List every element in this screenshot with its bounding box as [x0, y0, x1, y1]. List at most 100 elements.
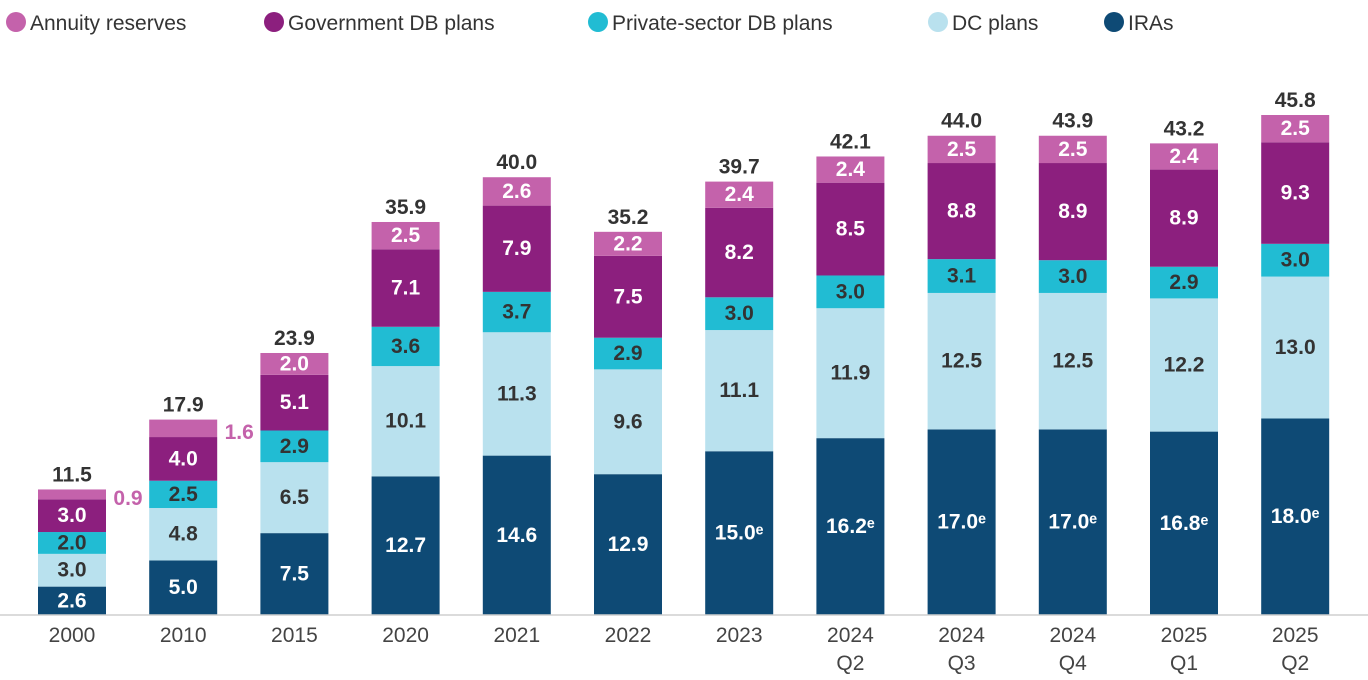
bar-segment-government-db-plans-2024-q2: [816, 182, 885, 276]
data-label-annuity-reserves-2015: 2.0: [280, 352, 309, 375]
bar-segment-iras-2024-q3: [927, 429, 996, 615]
bar-stack-2024-q3: 17.0ᵉ 12.5 3.1 8.8 2.5 44.0: [927, 110, 996, 615]
data-label-dc-plans-2024-q4: 12.5: [1052, 350, 1093, 373]
data-label-annuity-reserves-2025-q2: 2.5: [1281, 117, 1311, 140]
data-label-private-sector-db-plans-2010: 2.5: [169, 483, 199, 506]
bar-segment-iras-2023: [705, 451, 774, 615]
bar-segment-private-sector-db-plans-2023: [705, 297, 774, 331]
data-label-annuity-reserves-2020: 2.5: [391, 224, 421, 247]
data-label-annuity-reserves-2023: 2.4: [725, 183, 755, 206]
x-tick-label-2024-q4-line2: Q4: [1059, 652, 1087, 675]
bar-stack-2022: 12.9 9.6 2.9 7.5 2.2 35.2: [594, 206, 662, 615]
legend: Annuity reserves Government DB plans Priva…: [6, 12, 1174, 35]
legend-label-annuity-reserves: Annuity reserves: [30, 12, 186, 35]
bar-segment-annuity-reserves-2023: [705, 181, 774, 208]
total-label-2015: 23.9: [274, 327, 315, 350]
data-label-government-db-plans-2024-q2: 8.5: [836, 218, 866, 241]
bar-stack-2015: 7.5 6.5 2.9 5.1 2.023.9: [260, 327, 329, 615]
bar-segment-annuity-reserves-2025-q2: [1261, 115, 1330, 143]
bar-segment-government-db-plans-2022: [594, 255, 662, 338]
bar-segment-dc-plans-2020: [371, 366, 440, 477]
data-label-dc-plans-2022: 9.6: [613, 410, 642, 433]
x-tick-label-2021: 2021: [493, 624, 540, 647]
bar-segment-private-sector-db-plans-2022: [594, 337, 662, 370]
data-label-dc-plans-2023: 11.1: [719, 379, 759, 402]
bar-segment-government-db-plans-2000: [38, 499, 106, 533]
x-tick-label-2015: 2015: [271, 624, 318, 647]
bar-segment-dc-plans-2022: [594, 369, 662, 475]
data-label-dc-plans-2020: 10.1: [385, 410, 426, 433]
total-label-2022: 35.2: [608, 206, 649, 229]
x-tick-label-2023: 2023: [716, 624, 763, 647]
bar-segment-iras-2024-q4: [1038, 429, 1107, 615]
x-tick-label-2025-q2-line2: Q2: [1281, 652, 1309, 675]
bar-stack-2024-q2: 16.2ᵉ 11.9 3.0 8.5 2.4 42.1: [816, 130, 885, 615]
bar-stack-2021: 14.6 11.3 3.7 7.9 2.6 40.0: [482, 151, 551, 615]
bar-segment-dc-plans-2025-q1: [1150, 298, 1218, 432]
x-tick-label-2010: 2010: [160, 624, 207, 647]
data-label-iras-2024-q4: 17.0ᵉ: [1048, 511, 1097, 534]
bar-segment-dc-plans-2000: [38, 553, 106, 587]
total-label-2023: 39.7: [719, 156, 760, 179]
legend-label-iras: IRAs: [1128, 12, 1174, 35]
data-label-government-db-plans-2025-q1: 8.9: [1169, 207, 1198, 230]
legend-item-dc-plans: DC plans: [928, 12, 1038, 35]
data-label-government-db-plans-2023: 8.2: [725, 241, 754, 264]
legend-label-dc-plans: DC plans: [952, 12, 1038, 35]
legend-item-iras: IRAs: [1104, 12, 1174, 35]
data-label-private-sector-db-plans-2023: 3.0: [725, 302, 754, 325]
x-axis-tick-labels: 2000 2010 2015 2020 2021 2022 2023 2024 Q2 2024 Q3…: [49, 624, 1319, 675]
x-tick-label-2024-q2-line2: Q2: [836, 652, 864, 675]
total-label-2025-q2: 45.8: [1275, 89, 1316, 112]
data-label-dc-plans-2015: 6.5: [280, 486, 310, 509]
data-label-iras-2020: 12.7: [385, 534, 426, 557]
data-label-annuity-reserves-2010: 1.6: [225, 421, 254, 444]
data-label-iras-2015: 7.5: [280, 563, 310, 586]
bar-segment-annuity-reserves-2020: [371, 221, 440, 250]
bar-segment-private-sector-db-plans-2000: [38, 532, 106, 554]
bar-stack-2020: 12.7 10.1 3.6 7.1 2.5 35.9: [371, 196, 440, 615]
data-label-dc-plans-2000: 3.0: [57, 559, 86, 582]
bar-segment-annuity-reserves-2024-q3: [927, 135, 996, 164]
bar-segment-iras-2024-q2: [816, 438, 885, 615]
data-label-dc-plans-2021: 11.3: [497, 382, 537, 405]
bar-segment-annuity-reserves-2000: [38, 489, 106, 500]
x-tick-label-2025-q1: 2025: [1161, 624, 1208, 647]
bar-segment-annuity-reserves-2024-q4: [1038, 135, 1107, 164]
bar-stack-2000: 2.6 3.0 2.0 3.0 0.9 11.5: [38, 463, 143, 615]
legend-label-government-db-plans: Government DB plans: [288, 12, 495, 35]
bar-segment-dc-plans-2021: [482, 332, 551, 456]
bar-segment-annuity-reserves-2010: [149, 419, 218, 438]
x-tick-label-2020: 2020: [382, 624, 429, 647]
data-label-private-sector-db-plans-2024-q2: 3.0: [836, 280, 865, 303]
legend-item-annuity-reserves: Annuity reserves: [6, 12, 186, 35]
data-label-government-db-plans-2010: 4.0: [169, 447, 198, 470]
bar-segment-annuity-reserves-2024-q2: [816, 156, 885, 183]
data-label-government-db-plans-2021: 7.9: [502, 237, 531, 260]
data-label-government-db-plans-2025-q2: 9.3: [1281, 182, 1310, 205]
total-label-2024-q2: 42.1: [830, 130, 871, 153]
data-label-iras-2021: 14.6: [496, 524, 537, 547]
bar-segment-dc-plans-2024-q4: [1038, 292, 1107, 430]
data-label-iras-2024-q3: 17.0ᵉ: [937, 511, 986, 534]
data-label-government-db-plans-2024-q4: 8.9: [1058, 200, 1087, 223]
bar-segment-dc-plans-2025-q2: [1261, 276, 1330, 419]
bar-segment-iras-2021: [482, 455, 551, 615]
data-label-annuity-reserves-2000: 0.9: [113, 487, 142, 510]
bar-segment-annuity-reserves-2022: [594, 231, 662, 256]
data-label-iras-2010: 5.0: [169, 576, 198, 599]
bar-segment-iras-2025-q2: [1261, 418, 1330, 615]
bar-segment-government-db-plans-2021: [482, 205, 551, 292]
data-label-private-sector-db-plans-2025-q1: 2.9: [1169, 271, 1198, 294]
bar-segment-government-db-plans-2010: [149, 437, 218, 481]
total-label-2024-q3: 44.0: [941, 110, 982, 133]
data-label-iras-2024-q2: 16.2ᵉ: [826, 515, 875, 538]
bar-segment-private-sector-db-plans-2010: [149, 480, 218, 509]
legend-item-private-sector-db-plans: Private-sector DB plans: [588, 12, 833, 35]
bar-stack-2023: 15.0ᵉ 11.1 3.0 8.2 2.4 39.7: [705, 156, 774, 615]
data-label-private-sector-db-plans-2021: 3.7: [502, 301, 531, 324]
bar-segment-government-db-plans-2023: [705, 207, 774, 298]
bar-segment-government-db-plans-2024-q4: [1038, 163, 1107, 261]
data-label-annuity-reserves-2025-q1: 2.4: [1169, 145, 1199, 168]
x-tick-label-2025-q2: 2025: [1272, 624, 1319, 647]
